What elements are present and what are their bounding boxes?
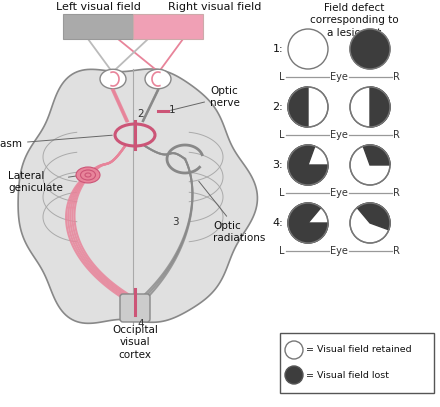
Circle shape <box>288 87 328 127</box>
Text: Chiasm: Chiasm <box>0 135 112 149</box>
Text: 3: 3 <box>172 217 178 227</box>
Text: 3:: 3: <box>272 160 283 170</box>
FancyBboxPatch shape <box>280 333 434 393</box>
Ellipse shape <box>145 69 171 89</box>
Circle shape <box>285 366 303 384</box>
FancyBboxPatch shape <box>63 14 133 39</box>
Ellipse shape <box>100 69 126 89</box>
Text: 1:: 1: <box>272 44 283 54</box>
Text: Occipital
visual
cortex: Occipital visual cortex <box>112 325 158 360</box>
Text: L: L <box>279 72 285 82</box>
Text: = Visual field retained: = Visual field retained <box>306 346 412 354</box>
Text: Lateral
geniculate: Lateral geniculate <box>8 171 80 193</box>
Text: 4:: 4: <box>272 218 283 228</box>
Circle shape <box>288 203 328 243</box>
Polygon shape <box>357 203 390 230</box>
Polygon shape <box>288 87 308 127</box>
Text: Eye: Eye <box>330 130 348 140</box>
Text: Eye: Eye <box>330 72 348 82</box>
Text: R: R <box>393 188 400 198</box>
Circle shape <box>350 29 390 69</box>
Circle shape <box>350 203 390 243</box>
Text: L: L <box>279 130 285 140</box>
Text: 2:: 2: <box>272 102 283 112</box>
Text: = Visual field lost: = Visual field lost <box>306 370 389 379</box>
Text: R: R <box>393 130 400 140</box>
Polygon shape <box>288 203 328 243</box>
Text: R: R <box>393 246 400 256</box>
Circle shape <box>288 145 328 185</box>
Text: Left visual field: Left visual field <box>55 2 140 12</box>
Polygon shape <box>363 145 390 165</box>
Text: Optic
radiations: Optic radiations <box>199 181 265 243</box>
Polygon shape <box>288 145 328 185</box>
Text: R: R <box>393 72 400 82</box>
Text: L: L <box>279 188 285 198</box>
Polygon shape <box>370 87 390 127</box>
Ellipse shape <box>81 170 95 180</box>
Ellipse shape <box>85 173 91 177</box>
Text: Field defect
corresponding to
a lesion at: Field defect corresponding to a lesion a… <box>310 3 398 38</box>
Circle shape <box>350 145 390 185</box>
Text: Eye: Eye <box>330 246 348 256</box>
Text: 1: 1 <box>169 105 176 115</box>
Text: L: L <box>279 246 285 256</box>
Text: 2: 2 <box>137 109 143 119</box>
Polygon shape <box>18 69 257 323</box>
Ellipse shape <box>76 167 100 183</box>
Text: Optic
nerve: Optic nerve <box>171 86 240 110</box>
Text: Right visual field: Right visual field <box>169 2 262 12</box>
Circle shape <box>350 29 390 69</box>
Text: Eye: Eye <box>330 188 348 198</box>
FancyBboxPatch shape <box>133 14 203 39</box>
Circle shape <box>285 341 303 359</box>
Text: 4: 4 <box>137 319 143 329</box>
Circle shape <box>288 29 328 69</box>
Circle shape <box>350 87 390 127</box>
FancyBboxPatch shape <box>120 294 150 322</box>
